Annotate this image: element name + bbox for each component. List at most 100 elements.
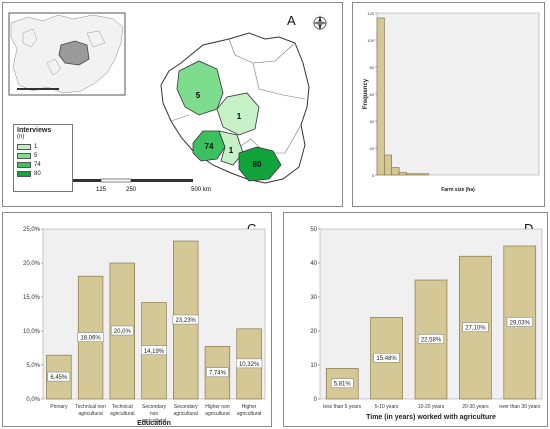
bar [420, 173, 429, 176]
region-74 [192, 130, 226, 162]
x-axis-label: Education [137, 420, 171, 427]
data-label-box [111, 325, 134, 336]
y-axis-label: Frequency [363, 78, 369, 109]
y-tick-label: 40 [370, 119, 375, 124]
x-category-label: Secondary [142, 404, 166, 410]
x-category-label: Higher [242, 404, 257, 410]
scale-bar: 0 125 250 500 km [69, 178, 211, 193]
bar [406, 173, 415, 176]
legend-item: 80 [17, 169, 72, 178]
y-tick-label: 80 [370, 65, 375, 70]
y-tick-label: 20,0% [23, 261, 41, 267]
data-label-box [373, 352, 400, 363]
data-label: 5,81% [334, 382, 352, 388]
region-label: 80 [253, 160, 262, 169]
y-tick-label: 20 [310, 329, 317, 335]
legend-swatch [17, 170, 31, 177]
legend-subtitle: (n) [17, 134, 25, 140]
y-tick-label: 10 [310, 363, 317, 369]
legend-label: 1 [34, 143, 38, 150]
x-axis-label: Farm size (ha) [441, 187, 475, 193]
x-category-label: agricultural [205, 411, 229, 417]
region-1a [216, 92, 260, 136]
y-tick-label: 120 [367, 11, 374, 16]
chart-d-svg: 0 10 20 30 40 50 5,81% less than 5 years 15,48% 5… [310, 227, 543, 421]
region-1b [218, 130, 244, 166]
x-category-label: Higher non [205, 404, 230, 410]
bar [413, 173, 422, 176]
y-tick-label: 0,0% [26, 397, 40, 403]
data-label: 10,32% [239, 362, 260, 368]
data-label: 27,10% [465, 326, 486, 332]
y-tick-label: 60 [370, 92, 375, 97]
x-category-label: Technical [112, 404, 133, 410]
bar [391, 167, 400, 176]
legend-swatch [17, 143, 31, 150]
panel-c-label: C [247, 221, 257, 236]
legend-swatch [17, 161, 31, 168]
inset-poland-highlight [58, 40, 90, 66]
legend-label: 74 [34, 161, 41, 168]
region-80 [238, 146, 282, 182]
data-label: 23,23% [176, 318, 197, 324]
x-category-label: agricultural [237, 411, 261, 417]
x-category-label: Technical non [75, 404, 106, 410]
chart-panel-d: D 0 10 20 30 40 50 5,81% less than 5 years 15,48… [283, 212, 548, 427]
legend-label: 5 [34, 152, 38, 159]
region-label: 1 [237, 112, 242, 121]
data-label: 18,06% [80, 336, 101, 342]
chart-panel-c: C 0,0% 5,0% 10,0% 15,0% 20,0% 25,0% 6,45% Prima… [2, 212, 272, 427]
data-label-box [236, 358, 263, 369]
x-category-label: 5-10 years [375, 404, 399, 410]
legend-item: 74 [17, 160, 72, 169]
x-category-label: 10-20 years [418, 404, 445, 410]
legend-label: 80 [34, 170, 41, 177]
map-panel: A 5 1 74 1 80 [2, 2, 343, 207]
scale-tick: 250 [126, 187, 137, 193]
x-category-label: agricultural [110, 411, 134, 417]
y-tick-label: 10,0% [23, 329, 41, 335]
chart-b-svg: 0 20 40 60 80 100 120 Farm size (ha) Frequency [363, 11, 540, 193]
data-label-box [462, 322, 489, 332]
map-svg: 5 1 74 1 80 0 125 250 500 km [8, 12, 328, 193]
y-tick-label: 50 [310, 227, 317, 233]
data-label: 22,58% [421, 338, 442, 344]
bar [384, 154, 393, 176]
x-category-label: agricultural [142, 418, 166, 424]
bar [398, 172, 407, 176]
legend-item: 5 [17, 151, 72, 160]
data-label-box [47, 371, 71, 382]
data-label-box [331, 378, 354, 388]
chart-c-svg: 0,0% 5,0% 10,0% 15,0% 20,0% 25,0% 6,45% Primary… [23, 227, 266, 427]
panel-d-label: D [524, 221, 534, 236]
data-label: 6,45% [50, 375, 68, 381]
y-tick-label: 100 [367, 38, 374, 43]
map-legend: Interviews (n) 1 5 74 80 [13, 124, 73, 192]
x-category-label: non [150, 411, 159, 417]
data-label: 14,19% [144, 349, 165, 355]
data-label: 7,74% [209, 371, 227, 377]
compass-icon [312, 15, 328, 31]
x-category-label: agricultural [78, 411, 102, 417]
legend-swatch [17, 152, 31, 159]
data-label: 20,0% [114, 329, 132, 335]
y-tick-label: 15,0% [23, 295, 41, 301]
data-label-box [77, 332, 104, 342]
region-label: 5 [196, 91, 201, 100]
region-label: 1 [229, 146, 234, 155]
x-category-label: over than 30 years [499, 404, 541, 410]
data-label-box [206, 367, 229, 377]
y-tick-label: 40 [310, 261, 317, 267]
y-tick-label: 0 [314, 397, 318, 403]
plot-area [376, 12, 540, 176]
x-category-label: less than 5 years [323, 404, 361, 410]
data-label-box [140, 345, 167, 355]
region-label: 74 [205, 142, 214, 151]
x-category-label: Secondary [174, 404, 198, 410]
x-category-label: 20-30 years [462, 404, 489, 410]
y-tick-label: 0 [372, 173, 375, 178]
y-tick-label: 5,0% [26, 363, 40, 369]
scale-tick: 500 km [191, 187, 211, 193]
y-tick-label: 25,0% [23, 227, 41, 233]
